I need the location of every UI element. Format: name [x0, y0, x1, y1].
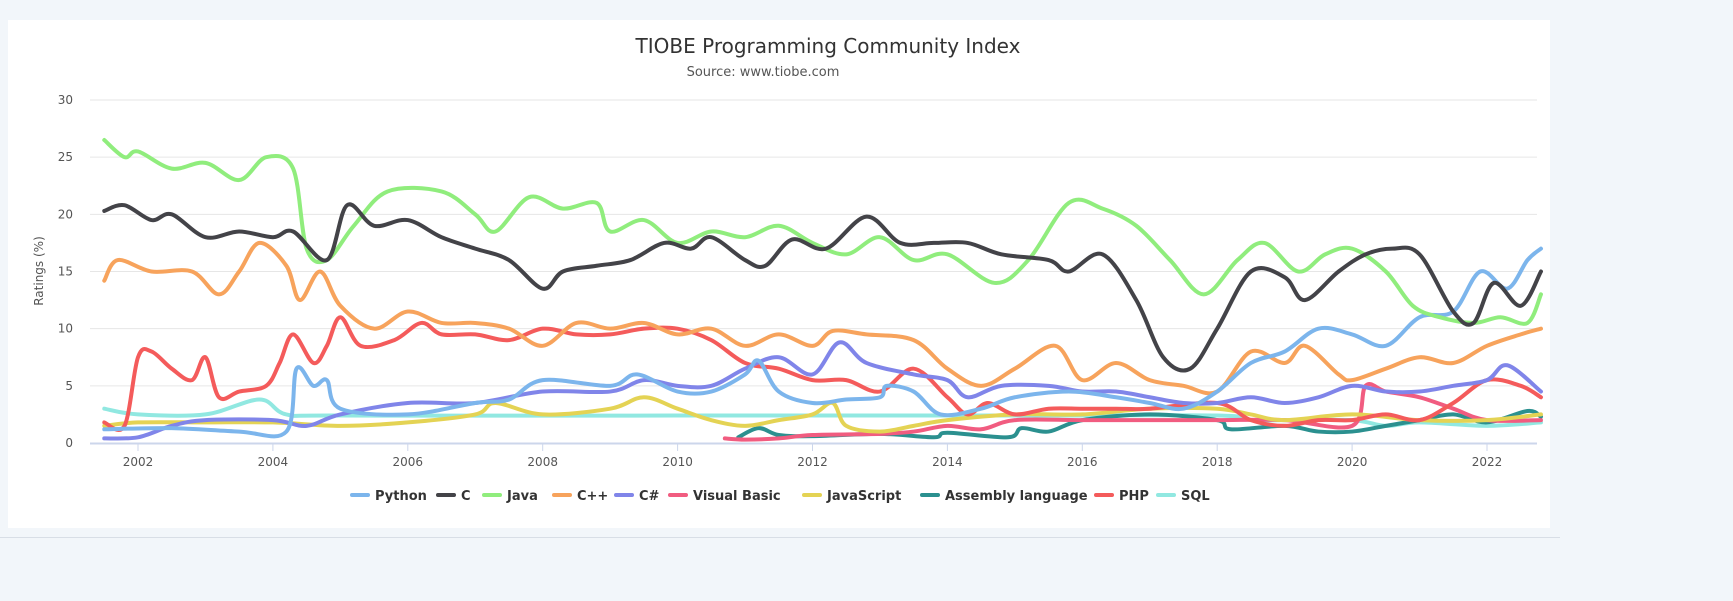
y-tick-label: 15 — [58, 265, 73, 279]
legend-item-c[interactable]: C — [436, 489, 471, 504]
legend-label: Python — [375, 489, 427, 504]
legend-label: Assembly language — [945, 489, 1088, 504]
legend-item-php[interactable]: PHP — [1094, 489, 1149, 504]
x-tick-label: 2012 — [797, 455, 828, 469]
y-tick-label: 25 — [58, 150, 73, 164]
y-axis-label: Ratings (%) — [32, 236, 46, 306]
chart-subtitle: Source: www.tiobe.com — [687, 65, 840, 80]
y-tick-label: 0 — [65, 436, 73, 450]
y-tick-label: 10 — [58, 322, 73, 336]
legend-label: PHP — [1119, 489, 1149, 504]
divider — [0, 537, 1560, 538]
x-tick-label: 2010 — [662, 455, 693, 469]
x-tick-label: 2004 — [258, 455, 289, 469]
legend-item-c-[interactable]: C++ — [552, 489, 608, 504]
legend-item-sql[interactable]: SQL — [1156, 489, 1210, 504]
legend-item-visual-basic[interactable]: Visual Basic — [668, 489, 781, 504]
y-tick-label: 30 — [58, 93, 73, 107]
series-line-c[interactable] — [102, 202, 1543, 373]
legend-item-java[interactable]: Java — [482, 489, 538, 504]
x-tick-label: 2014 — [932, 455, 963, 469]
series-line-python[interactable] — [102, 246, 1543, 439]
x-tick-label: 2022 — [1472, 455, 1503, 469]
x-tick-label: 2006 — [393, 455, 424, 469]
series-line-javascript[interactable] — [102, 395, 1543, 434]
legend-item-assembly-language[interactable]: Assembly language — [920, 489, 1088, 504]
x-tick-label: 2018 — [1202, 455, 1233, 469]
x-tick-label: 2020 — [1337, 455, 1368, 469]
series-line-c-[interactable] — [102, 240, 1543, 396]
y-tick-label: 20 — [58, 207, 73, 221]
legend-item-javascript[interactable]: JavaScript — [802, 489, 901, 504]
y-tick-label: 5 — [65, 379, 73, 393]
x-tick-label: 2008 — [527, 455, 558, 469]
legend-label: C — [461, 489, 471, 504]
legend-label: SQL — [1181, 489, 1210, 504]
legend-label: Java — [506, 489, 538, 504]
legend-label: Visual Basic — [693, 489, 781, 504]
x-tick-label: 2002 — [123, 455, 154, 469]
series-line-java[interactable] — [102, 138, 1543, 326]
series-line-php[interactable] — [102, 315, 1543, 432]
series-line-visual-basic[interactable] — [722, 382, 1543, 442]
legend-item-c-[interactable]: C# — [614, 489, 660, 504]
legend-label: JavaScript — [826, 489, 901, 504]
chart-title: TIOBE Programming Community Index — [635, 34, 1021, 58]
legend-item-python[interactable]: Python — [350, 489, 427, 504]
legend-label: C++ — [577, 489, 608, 504]
x-tick-label: 2016 — [1067, 455, 1098, 469]
legend-label: C# — [639, 489, 660, 504]
